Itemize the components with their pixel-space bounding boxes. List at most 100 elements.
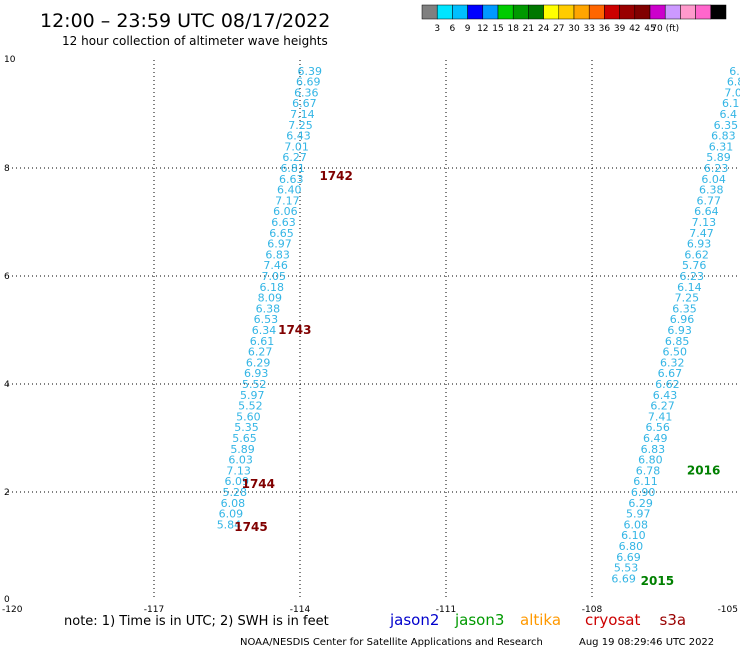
y-tick-label: 6 xyxy=(4,272,10,282)
wave-height-value: 6.81 xyxy=(280,162,305,175)
wave-height-value: 6.50 xyxy=(662,346,687,359)
x-tick-label: -120 xyxy=(2,605,23,615)
wave-height-value: 6.40 xyxy=(277,184,302,197)
wave-height-value: 7.41 xyxy=(648,410,673,423)
chart-title: 12:00 – 23:59 UTC 08/17/2022 xyxy=(40,10,330,32)
wave-height-value: 5.60 xyxy=(236,410,261,423)
legend-swatch xyxy=(482,4,499,20)
y-tick-label: 10 xyxy=(4,55,16,65)
legend-label: 33 xyxy=(583,24,594,34)
legend-swatch xyxy=(588,4,605,20)
wave-height-value: 6.67 xyxy=(292,97,317,110)
legend-label: 24 xyxy=(538,24,550,34)
wave-height-value: 7.25 xyxy=(675,292,700,305)
wave-height-value: 5.53 xyxy=(614,562,639,575)
wave-height-value: 6.53 xyxy=(254,313,279,326)
legend-swatch xyxy=(619,4,636,20)
wave-height-value: 6.08 xyxy=(624,518,649,531)
wave-height-value: 6.63 xyxy=(271,216,296,229)
wave-height-value: 6.32 xyxy=(660,356,685,369)
satellite-name-s3a: s3a xyxy=(660,611,687,629)
wave-height-value: 6.69 xyxy=(616,551,641,564)
wave-height-value: 6.8 xyxy=(727,76,740,89)
wave-height-value: 6.1 xyxy=(722,97,740,110)
wave-height-value: 6.34 xyxy=(252,324,277,337)
legend-label: 6 xyxy=(450,24,456,34)
legend-swatch xyxy=(695,4,712,20)
legend-label: 21 xyxy=(523,24,534,34)
wave-height-value: 7.17 xyxy=(275,194,300,207)
satellite-name-jason3: jason3 xyxy=(454,611,504,629)
y-tick-label: 8 xyxy=(4,164,10,174)
x-tick-label: -111 xyxy=(436,605,456,615)
wave-height-value: 6.49 xyxy=(643,432,668,445)
legend-label: 12 xyxy=(477,24,488,34)
satellite-name-jason2: jason2 xyxy=(389,611,439,629)
plot-grid xyxy=(8,60,738,600)
legend-swatch xyxy=(604,4,620,20)
wave-height-value: 6.18 xyxy=(260,281,285,294)
wave-height-value: 6.80 xyxy=(619,540,644,553)
wave-height-value: 6.06 xyxy=(273,205,298,218)
wave-height-value: 6.14 xyxy=(677,281,702,294)
wave-height-value: 6.23 xyxy=(680,270,705,283)
y-tick-label: 4 xyxy=(4,380,10,390)
wave-height-value: 6.83 xyxy=(641,443,666,456)
wave-height-value: 6.83 xyxy=(265,248,290,261)
legend-label: 36 xyxy=(599,24,611,34)
wave-height-value: 5.84 xyxy=(217,518,242,531)
wave-height-value: 6.65 xyxy=(269,227,294,240)
legend-swatch xyxy=(710,4,727,20)
wave-height-value: 6.56 xyxy=(645,421,670,434)
wave-height-value: 6.38 xyxy=(699,184,724,197)
wave-height-value: 5.97 xyxy=(626,508,651,521)
footer-credit: NOAA/NESDIS Center for Satellite Applica… xyxy=(240,637,543,648)
satellite-name-altika: altika xyxy=(520,611,561,629)
wave-height-value: 6.93 xyxy=(687,238,712,251)
legend-swatch xyxy=(467,4,484,20)
legend-label: 3 xyxy=(434,24,440,34)
wave-height-value: 7.25 xyxy=(288,119,313,132)
wave-height-value: 5.52 xyxy=(242,378,267,391)
wave-height-value: 6.39 xyxy=(297,65,322,78)
pass-time-label: 1742 xyxy=(319,169,352,183)
wave-height-value: 6.31 xyxy=(709,140,734,153)
x-tick-label: -108 xyxy=(582,605,603,615)
legend-label: 42 xyxy=(629,24,640,34)
wave-height-value: 6.08 xyxy=(221,497,246,510)
x-tick-label: -117 xyxy=(144,605,164,615)
wave-height-value: 6.27 xyxy=(282,151,307,164)
wave-height-value: 7.13 xyxy=(692,216,717,229)
axis-ticks: -120 -117 -114 -111 -108 -105 0 2 4 6 8 10 xyxy=(2,55,738,615)
wave-height-value: 6.35 xyxy=(672,302,697,315)
wave-height-value: 6.69 xyxy=(611,572,636,585)
wave-height-value: 5.76 xyxy=(682,259,707,272)
wave-height-value: 6.93 xyxy=(667,324,692,337)
wave-height-value: 6.29 xyxy=(628,497,653,510)
y-tick-label: 2 xyxy=(4,488,10,498)
wave-height-value: 6.27 xyxy=(248,346,273,359)
wave-height-value: 5.97 xyxy=(240,389,265,402)
wave-height-value: 6.04 xyxy=(701,173,726,186)
wave-height-value: 6.11 xyxy=(633,475,658,488)
wave-height-value: 5.89 xyxy=(230,443,255,456)
wave-height-value: 6.63 xyxy=(279,173,304,186)
legend-swatch xyxy=(558,4,575,20)
wave-height-value: 7.46 xyxy=(263,259,288,272)
wave-height-value: 6.4 xyxy=(729,65,740,78)
legend-label: 15 xyxy=(492,24,503,34)
wave-height-value: 6.77 xyxy=(697,194,722,207)
wave-height-value: 6.10 xyxy=(621,529,646,542)
legend-swatch xyxy=(421,4,438,20)
footer-note: note: 1) Time is in UTC; 2) SWH is in fe… xyxy=(64,614,329,629)
wave-height-value: 5.52 xyxy=(238,400,263,413)
legend-label: 45 xyxy=(644,24,655,34)
wave-height-value: 6.23 xyxy=(704,162,729,175)
wave-height-value: 6.62 xyxy=(684,248,709,261)
wave-height-value: 6.90 xyxy=(631,486,656,499)
legend-swatch xyxy=(512,4,529,20)
wave-height-value: 6.4 xyxy=(720,108,738,121)
pass-time-label: 1745 xyxy=(234,520,267,534)
wave-height-value: 6.38 xyxy=(256,302,281,315)
